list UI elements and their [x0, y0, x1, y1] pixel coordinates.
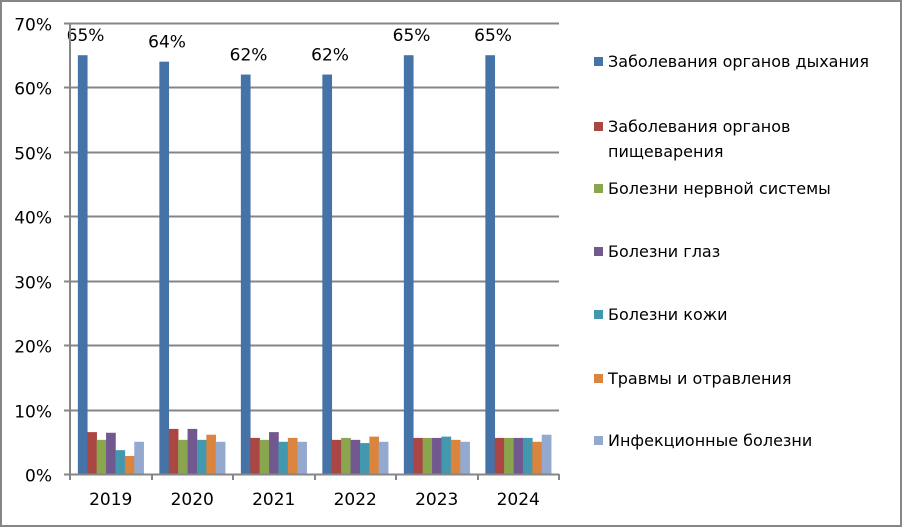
bar: [350, 439, 361, 474]
bar: [168, 428, 179, 474]
legend-label: Болезни кожи: [608, 305, 728, 324]
bar-series: [77, 55, 552, 475]
y-tick-label: 10%: [14, 403, 52, 423]
x-tick-label: 2023: [415, 490, 458, 510]
bar: [259, 439, 270, 474]
bar: [369, 436, 380, 474]
bar: [250, 437, 260, 474]
y-tick-label: 20%: [14, 338, 52, 358]
bar: [322, 74, 333, 475]
bar: [187, 428, 198, 474]
bar: [522, 437, 533, 474]
bar: [124, 455, 135, 474]
y-tick-label: 60%: [14, 80, 52, 100]
x-tick-label: 2024: [497, 490, 540, 510]
x-axis-ticks: 2019 2020 2021 2022 2023 2024: [69, 474, 560, 510]
y-tick-label: 30%: [14, 274, 52, 294]
bar: [494, 437, 505, 474]
x-tick-label: 2019: [89, 490, 132, 510]
bar: [196, 439, 207, 474]
bar: [485, 55, 496, 474]
data-labels: 65% 64% 62% 62% 65% 65%: [67, 26, 512, 65]
bar: [87, 432, 97, 474]
bar: [115, 450, 126, 474]
legend-item-eyes: Болезни глаз: [594, 239, 893, 264]
legend-swatch-icon: [594, 247, 603, 256]
legend-swatch-icon: [594, 184, 603, 193]
legend-swatch-icon: [594, 374, 603, 383]
bar: [297, 441, 307, 474]
y-tick-label: 40%: [14, 209, 52, 229]
axes: [64, 23, 559, 476]
legend-label: Травмы и отравления: [608, 369, 792, 388]
bar: [215, 441, 226, 474]
bar: [240, 74, 251, 475]
bar: [460, 441, 470, 474]
data-label: 62%: [311, 46, 349, 66]
legend-item-nervous: Болезни нервной системы: [594, 176, 893, 201]
legend-item-digestive: Заболевания органов пищеварения: [594, 114, 818, 164]
legend: Заболевания органов дыхания Заболевания …: [594, 2, 894, 522]
bar: [206, 434, 217, 474]
legend-label: Болезни глаз: [608, 242, 721, 261]
bar: [178, 439, 188, 474]
bar: [278, 441, 289, 474]
gridlines: [70, 22, 559, 412]
y-tick-label: 50%: [14, 145, 52, 165]
x-tick-label: 2022: [334, 490, 377, 510]
legend-swatch-icon: [594, 436, 603, 445]
legend-item-skin: Болезни кожи: [594, 302, 893, 327]
bar: [378, 441, 389, 474]
bar: [403, 55, 414, 474]
y-axis-ticks: 0% 10% 20% 30% 40% 50% 60% 70%: [14, 16, 70, 487]
legend-swatch-icon: [594, 122, 603, 131]
bar: [341, 437, 351, 474]
bar: [96, 439, 107, 474]
legend-item-infectious: Инфекционные болезни: [594, 428, 893, 453]
bar: [269, 432, 279, 474]
legend-swatch-icon: [594, 57, 603, 66]
y-tick-label: 70%: [14, 16, 52, 36]
x-tick-label: 2021: [252, 490, 295, 510]
x-tick-label: 2020: [171, 490, 214, 510]
bar: [77, 55, 88, 474]
y-tick-label: 0%: [25, 467, 52, 487]
legend-label: Болезни нервной системы: [608, 179, 831, 198]
bar: [331, 439, 342, 474]
bar: [422, 437, 433, 474]
data-label: 64%: [148, 33, 186, 53]
bar: [504, 437, 514, 474]
bar: [513, 437, 524, 474]
bar: [532, 441, 543, 474]
bar: [441, 436, 452, 474]
bar: [541, 434, 552, 474]
legend-item-injuries: Травмы и отравления: [594, 366, 893, 391]
bar: [287, 437, 298, 474]
legend-label: Инфекционные болезни: [608, 431, 813, 450]
legend-label: Заболевания органов пищеварения: [608, 117, 791, 161]
bar: [106, 432, 116, 474]
bar: [413, 437, 423, 474]
legend-item-respiratory: Заболевания органов дыхания: [594, 49, 893, 74]
data-label: 65%: [474, 26, 512, 46]
bar: [450, 439, 461, 474]
data-label: 65%: [393, 26, 431, 46]
legend-swatch-icon: [594, 310, 603, 319]
bar: [134, 441, 144, 474]
bar: [159, 61, 170, 475]
bar: [432, 437, 442, 474]
data-label: 62%: [230, 46, 268, 66]
bar: [359, 443, 370, 474]
legend-label: Заболевания органов дыхания: [608, 52, 869, 71]
data-label: 65%: [67, 26, 105, 46]
